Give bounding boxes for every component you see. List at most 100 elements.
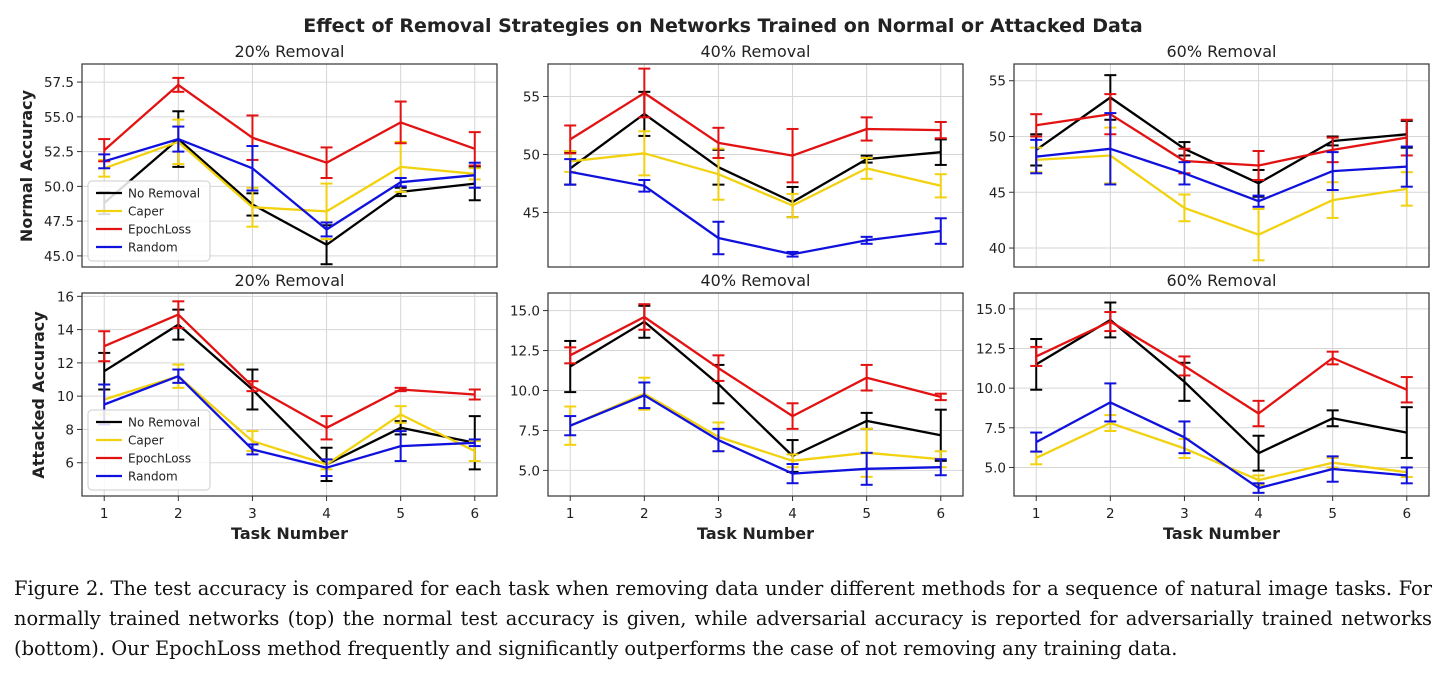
series-random	[98, 125, 481, 238]
panel-title: 40% Removal	[701, 271, 811, 290]
series-line	[569, 170, 941, 256]
series-epochloss	[98, 76, 481, 180]
series-epochloss	[564, 303, 947, 430]
y-tick-label: 45	[989, 185, 1006, 201]
series-random	[98, 368, 481, 478]
legend: No Removal Caper EpochLoss Random	[87, 409, 211, 491]
series-no-removal	[1030, 74, 1413, 198]
y-tick-label: 10.0	[510, 384, 540, 400]
panel-6: 5.0 7.5 10.0 12.5 15.0 1 2 3 4 5 6 Task Number 60% R…	[976, 271, 1430, 543]
caption-label: Figure 2.	[14, 577, 105, 600]
y-tick-label: 6	[65, 456, 74, 472]
panel-title: 60% Removal	[1167, 271, 1277, 290]
x-tick-label: 6	[936, 506, 945, 522]
series-line	[1035, 318, 1408, 455]
legend-entry: No Removal	[128, 416, 200, 430]
series-line	[103, 137, 475, 246]
series-line	[1036, 113, 1407, 167]
y-tick-label: 15.0	[510, 304, 540, 320]
axes-frame	[547, 63, 964, 268]
x-tick-label: 2	[174, 506, 183, 522]
axes-frame	[547, 292, 964, 497]
legend: No Removal Caper EpochLoss Random	[87, 180, 211, 262]
legend-entry: Random	[128, 241, 178, 255]
legend-entry: Caper	[128, 434, 164, 448]
legend-entry: Random	[128, 470, 178, 484]
y-tick-label: 57.5	[44, 75, 74, 91]
y-tick-label: 52.5	[44, 145, 74, 161]
y-tick-label: 55	[989, 74, 1006, 90]
x-tick-label: 1	[100, 506, 109, 522]
x-tick-label: 1	[1032, 506, 1041, 522]
series-line	[569, 320, 942, 458]
y-tick-label: 55.0	[44, 110, 74, 126]
panel-1: 45.0 47.5 50.0 52.5 55.0 57.5 20% Removal No Re…	[44, 42, 498, 268]
y-tick-label: 5.0	[519, 463, 540, 479]
y-tick-label: 50.0	[44, 179, 74, 195]
series-line	[1035, 320, 1408, 415]
x-tick-label: 4	[1254, 506, 1263, 522]
y-tick-label: 50	[989, 130, 1006, 146]
series-random	[1030, 382, 1413, 494]
x-tick-label: 1	[566, 506, 575, 522]
series-line	[569, 91, 941, 157]
series-epochloss	[1030, 311, 1413, 428]
panel-title: 60% Removal	[1167, 42, 1277, 61]
x-tick-label: 2	[1106, 506, 1115, 522]
series-random	[564, 381, 947, 486]
y-tick-label: 47.5	[44, 214, 74, 230]
series-line	[1035, 421, 1407, 482]
figure-caption: Figure 2. The test accuracy is compared f…	[14, 574, 1432, 664]
series-line	[569, 394, 941, 475]
series-line	[103, 375, 475, 469]
y-tick-label: 45.0	[44, 249, 74, 265]
series-line	[1035, 96, 1407, 185]
series-caper	[564, 130, 947, 219]
x-tick-label: 6	[1402, 506, 1411, 522]
y-tick-label: 50	[523, 147, 540, 163]
y-tick-label: 7.5	[985, 421, 1006, 437]
x-axis-label: Task Number	[1163, 524, 1280, 543]
x-tick-label: 2	[640, 506, 649, 522]
y-tick-label: 12	[57, 356, 74, 372]
series-line	[103, 323, 476, 466]
x-axis-label: Task Number	[231, 524, 348, 543]
panel-title: 20% Removal	[235, 271, 345, 290]
x-tick-label: 4	[788, 506, 797, 522]
series-line	[103, 313, 475, 429]
y-tick-label: 15.0	[976, 302, 1006, 318]
x-axis-label: Task Number	[697, 524, 814, 543]
legend-box	[87, 409, 211, 491]
series-caper	[1030, 414, 1413, 486]
series-random	[564, 158, 947, 258]
x-tick-label: 3	[1180, 506, 1189, 522]
y-tick-label: 16	[57, 289, 74, 305]
y-tick-label: 45	[523, 205, 540, 221]
y-tick-label: 5.0	[985, 460, 1006, 476]
series-random	[1030, 112, 1413, 208]
x-tick-label: 5	[1328, 506, 1337, 522]
series-no-removal	[1030, 301, 1413, 472]
x-tick-label: 4	[322, 506, 331, 522]
series-line	[570, 152, 942, 207]
panel-2: 45 50 55 40% Removal	[523, 42, 964, 268]
legend-entry: EpochLoss	[128, 223, 191, 237]
series-no-removal	[564, 304, 947, 474]
axes-frame	[1013, 292, 1430, 497]
series-line	[1035, 401, 1407, 490]
series-epochloss	[564, 67, 947, 184]
series-line	[1036, 154, 1407, 236]
x-tick-label: 3	[714, 506, 723, 522]
y-tick-label: 12.5	[510, 344, 540, 360]
y-tick-label: 10	[57, 389, 74, 405]
x-tick-label: 3	[248, 506, 257, 522]
figure-canvas: Effect of Removal Strategies on Networks…	[17, 15, 1430, 543]
row-label-normal: Normal Accuracy	[17, 89, 36, 242]
figure-suptitle: Effect of Removal Strategies on Networks…	[303, 15, 1143, 37]
series-line	[569, 392, 941, 462]
series-caper	[1030, 126, 1413, 262]
legend-box	[87, 180, 211, 262]
y-tick-label: 40	[989, 241, 1006, 257]
axes-frame	[81, 292, 498, 497]
